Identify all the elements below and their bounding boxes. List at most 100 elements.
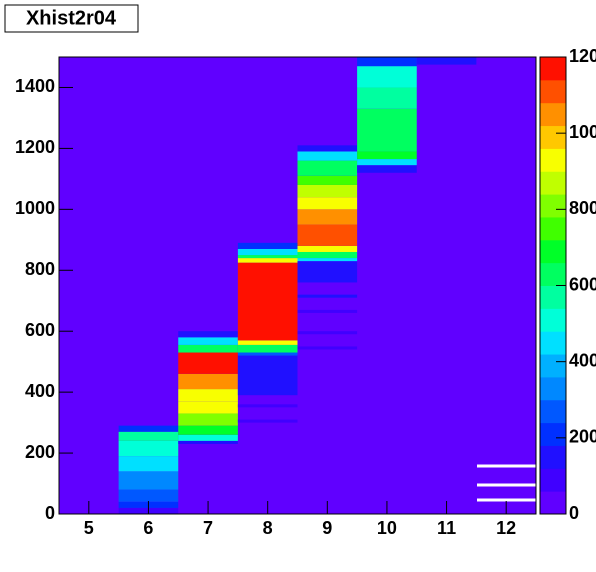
cell xyxy=(237,248,298,256)
palette-swatch xyxy=(540,445,566,469)
cell xyxy=(297,251,358,259)
palette-swatch xyxy=(540,399,566,424)
y-tick-label: 400 xyxy=(25,381,55,401)
cell xyxy=(297,197,358,210)
cell xyxy=(297,160,358,176)
palette-swatch xyxy=(540,354,566,378)
y-tick-label: 1000 xyxy=(15,198,55,218)
palette-swatch xyxy=(540,491,566,515)
cell xyxy=(297,145,358,152)
palette-swatch xyxy=(540,331,566,355)
cell xyxy=(178,425,238,435)
x-tick-label: 11 xyxy=(437,518,456,538)
z-tick-label: 0 xyxy=(569,503,579,523)
cell xyxy=(357,151,417,160)
cell xyxy=(237,404,298,408)
palette-swatch xyxy=(540,148,566,172)
cell xyxy=(118,489,179,502)
title-box xyxy=(4,4,139,33)
x-tick-label: 7 xyxy=(203,518,213,538)
cell xyxy=(357,57,417,67)
cell xyxy=(178,440,238,444)
palette-swatch xyxy=(540,216,566,241)
cell xyxy=(297,258,358,262)
cell xyxy=(357,87,417,109)
palette-swatch xyxy=(540,262,566,286)
cell xyxy=(297,294,358,298)
y-tick-label: 0 xyxy=(45,503,55,523)
cell xyxy=(416,57,477,65)
palette-swatch xyxy=(540,285,566,309)
cell xyxy=(237,242,298,249)
z-tick-label: 200 xyxy=(569,427,596,447)
y-tick-label: 1400 xyxy=(15,76,55,96)
cell xyxy=(178,344,238,353)
cell xyxy=(178,413,238,426)
cell xyxy=(118,425,179,432)
cell xyxy=(297,309,358,313)
palette-swatch xyxy=(540,422,566,446)
cell xyxy=(178,331,238,338)
axes: 5 6 7 8 9 10 11 12 0 200 400 600 800 1000 1200 1400 0 200… xyxy=(15,46,596,538)
z-tick-label: 600 xyxy=(569,274,596,294)
cell xyxy=(237,419,298,423)
cell xyxy=(297,346,358,350)
cell xyxy=(297,245,358,252)
cell xyxy=(237,344,298,353)
y-tick-label: 600 xyxy=(25,320,55,340)
z-tick-label: 400 xyxy=(569,350,596,370)
palette-swatch xyxy=(540,79,566,104)
cell xyxy=(297,151,358,161)
y-tick-label: 800 xyxy=(25,259,55,279)
cell xyxy=(237,340,298,345)
cell xyxy=(118,431,179,441)
chart-title: Xhist2r04 xyxy=(26,7,117,29)
palette-swatch xyxy=(540,308,566,332)
cell xyxy=(357,165,417,173)
x-tick-label: 5 xyxy=(84,518,94,538)
cell xyxy=(297,175,358,185)
color-bar xyxy=(539,56,567,515)
cells xyxy=(118,57,477,514)
cell xyxy=(297,184,358,198)
frame-border xyxy=(58,56,537,515)
cell xyxy=(357,159,417,166)
cell xyxy=(118,440,179,457)
cell xyxy=(357,66,417,88)
cell xyxy=(178,389,238,402)
palette-swatch xyxy=(540,468,566,492)
palette-swatch xyxy=(540,239,566,264)
cell xyxy=(178,434,238,441)
palette-swatch xyxy=(540,102,566,127)
x-tick-label: 10 xyxy=(377,518,397,538)
cell xyxy=(178,373,238,390)
x-tick-label: 6 xyxy=(143,518,153,538)
z-tick-label: 800 xyxy=(569,198,596,218)
x-tick-label: 9 xyxy=(322,518,332,538)
palette-swatch xyxy=(540,57,566,81)
palette-swatch xyxy=(540,125,566,149)
palette-swatch xyxy=(540,194,566,218)
y-tick-label: 1200 xyxy=(15,137,55,157)
cell xyxy=(237,352,298,356)
cell xyxy=(178,337,238,345)
cell xyxy=(297,331,358,335)
cell xyxy=(237,255,298,259)
cell xyxy=(178,401,238,414)
z-tick-label: 1000 xyxy=(569,122,596,142)
decor-lines xyxy=(477,464,536,502)
palette-swatch xyxy=(540,376,566,401)
z-tick-label: 1200 xyxy=(569,46,596,66)
cell xyxy=(237,258,298,263)
cell xyxy=(297,209,358,225)
x-tick-label: 12 xyxy=(496,518,516,538)
cell xyxy=(118,456,179,472)
palette-swatch xyxy=(540,171,566,195)
cell xyxy=(297,261,358,283)
x-tick-label: 8 xyxy=(263,518,273,538)
cell xyxy=(237,355,298,396)
cell xyxy=(118,471,179,490)
cell xyxy=(178,352,238,374)
